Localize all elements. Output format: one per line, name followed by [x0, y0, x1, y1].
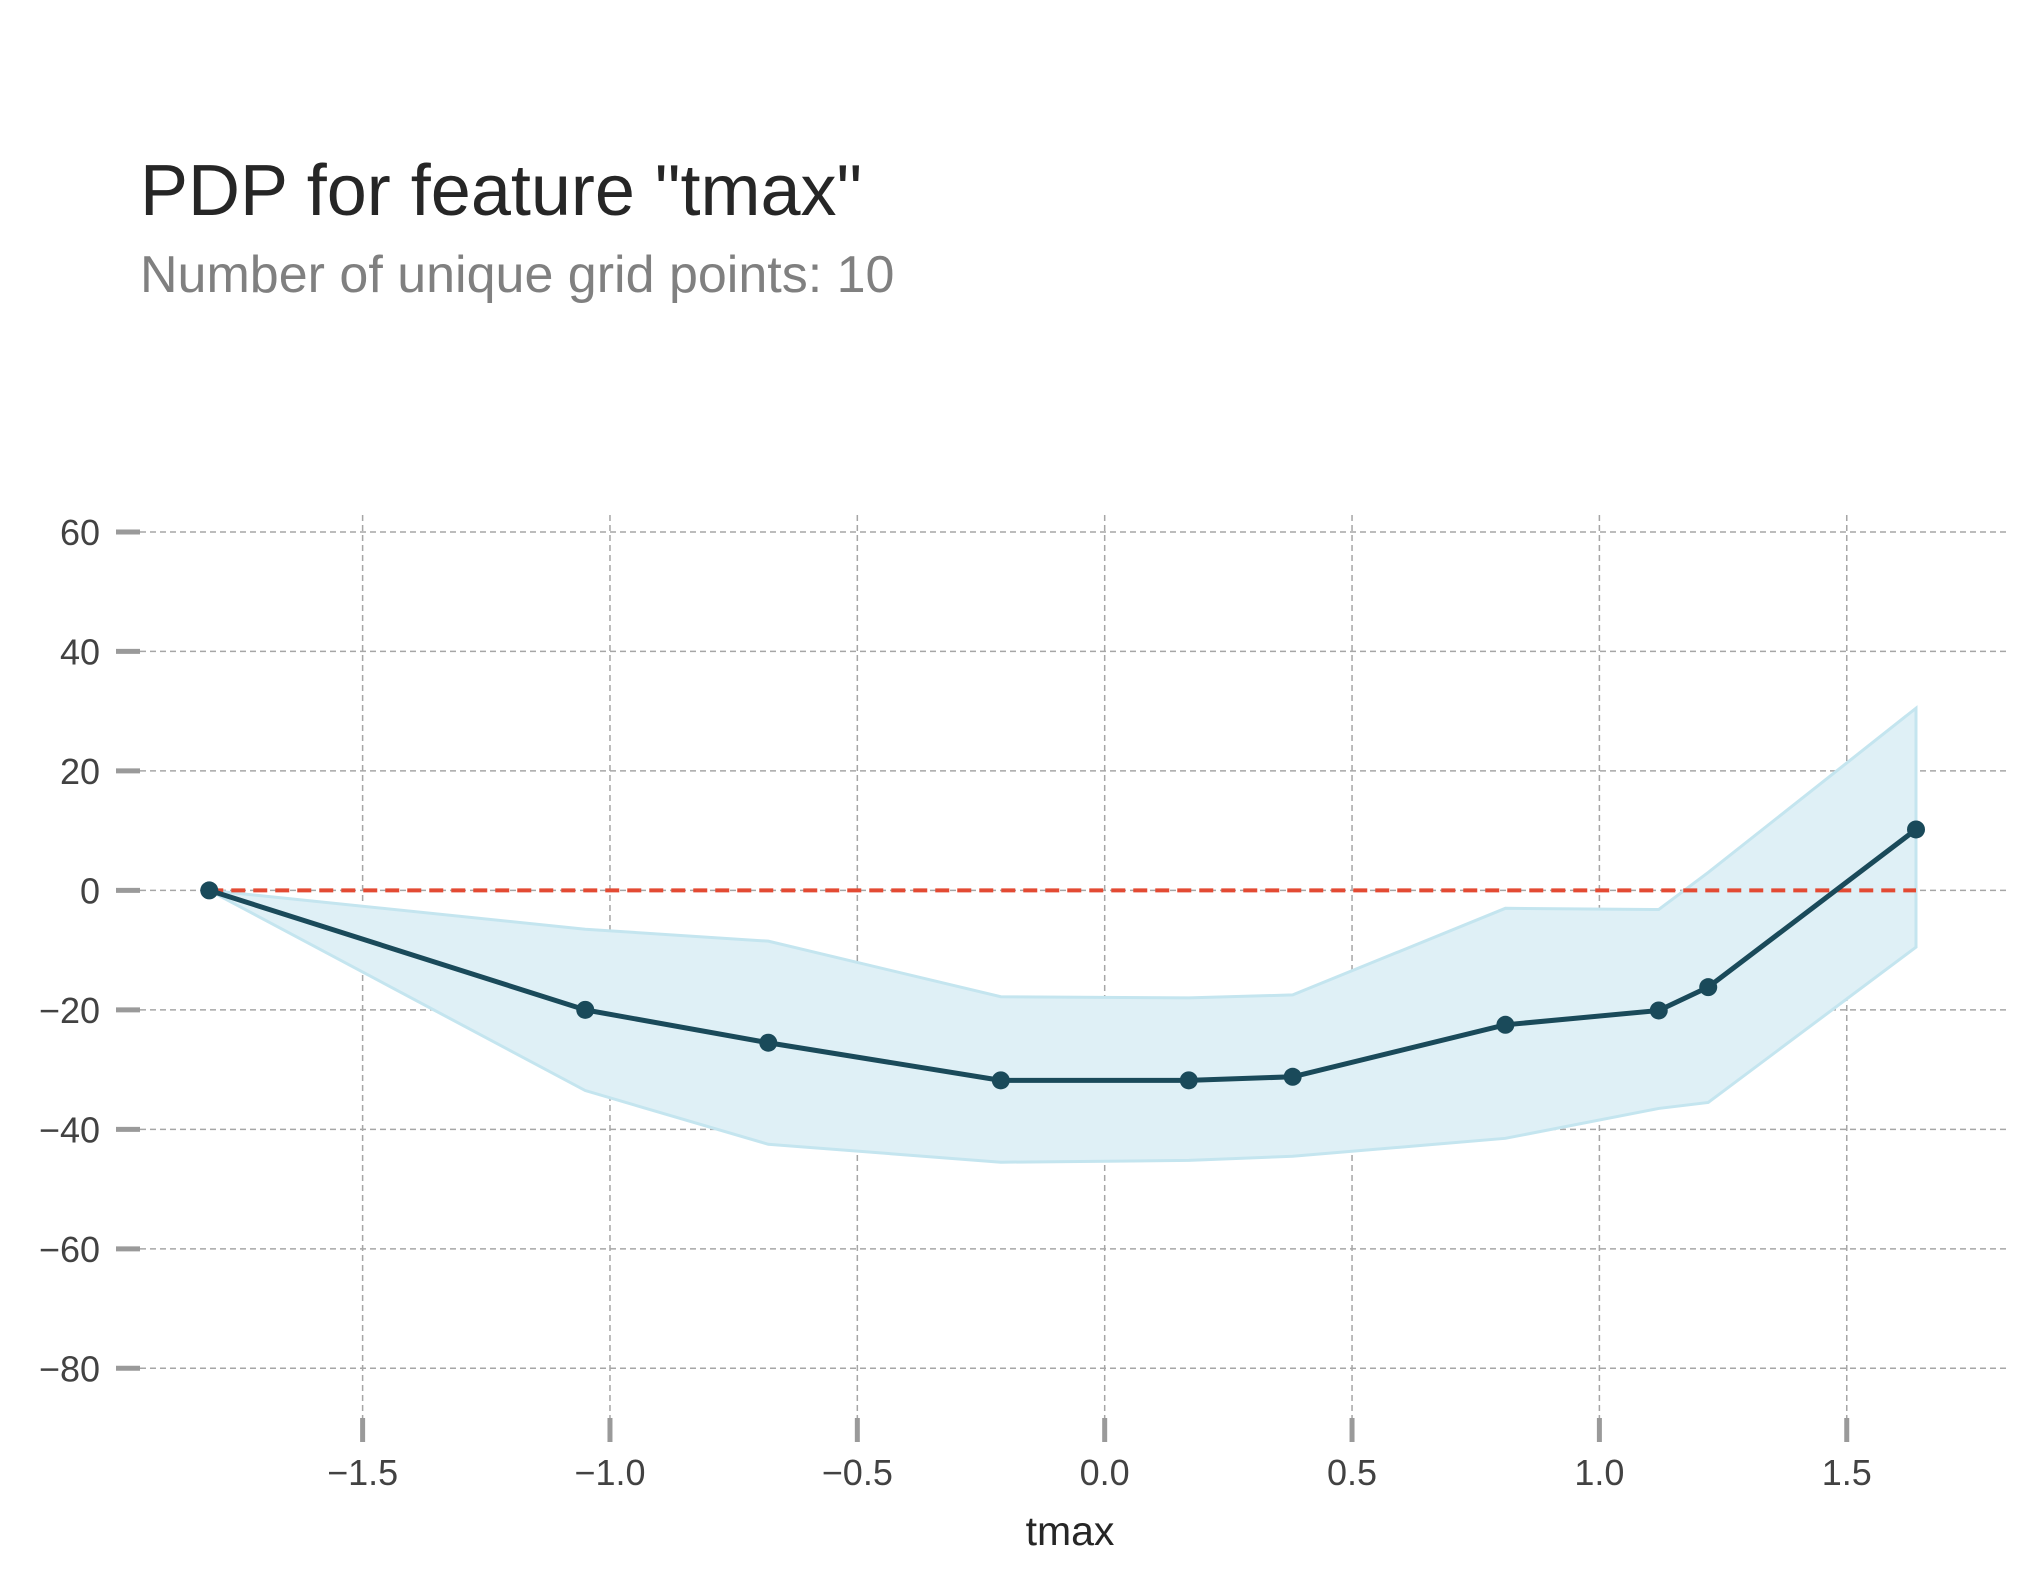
- pdp-point: [1179, 1071, 1198, 1090]
- pdp-point: [1907, 820, 1926, 839]
- pdp-point: [991, 1071, 1010, 1090]
- y-tick-label: −20: [39, 990, 100, 1031]
- chart-subtitle: Number of unique grid points: 10: [140, 246, 894, 304]
- y-tick-label: 20: [60, 751, 100, 792]
- pdp-line: [206, 826, 1919, 1083]
- pdp-points: [200, 820, 1926, 1090]
- x-tick-label: 1.5: [1822, 1452, 1872, 1493]
- pdp-point: [759, 1033, 778, 1052]
- y-tick-label: 0: [80, 870, 100, 911]
- y-tick-label: −80: [39, 1348, 100, 1389]
- pdp-point: [1699, 978, 1718, 997]
- x-tick-label: −0.5: [822, 1452, 893, 1493]
- x-axis-label: tmax: [1026, 1508, 1115, 1554]
- confidence-band: [208, 705, 1918, 1164]
- y-tick-label: 60: [60, 512, 100, 553]
- chart-title: PDP for feature "tmax": [140, 151, 862, 231]
- pdp-point: [1283, 1067, 1302, 1086]
- x-tick-label: 0.5: [1327, 1452, 1377, 1493]
- axis-ticks: 60 40 20 0 −20 −40 −60 −80 −1.5 −1.0 −0.5 0.0 0.5 1.0…: [39, 512, 1872, 1493]
- y-tick-label: −40: [39, 1109, 100, 1150]
- x-tick-label: −1.5: [327, 1452, 398, 1493]
- x-tick-label: 0.0: [1080, 1452, 1130, 1493]
- y-tick-label: −60: [39, 1229, 100, 1270]
- pdp-point: [576, 1000, 595, 1019]
- y-tick-label: 40: [60, 631, 100, 672]
- pdp-point: [200, 881, 219, 900]
- pdp-point: [1649, 1001, 1668, 1020]
- x-tick-label: −1.0: [574, 1452, 645, 1493]
- x-tick-label: 1.0: [1574, 1452, 1624, 1493]
- confidence-band-area: [208, 705, 1918, 1164]
- pdp-series-line: [206, 826, 1919, 1083]
- pdp-point: [1496, 1015, 1515, 1034]
